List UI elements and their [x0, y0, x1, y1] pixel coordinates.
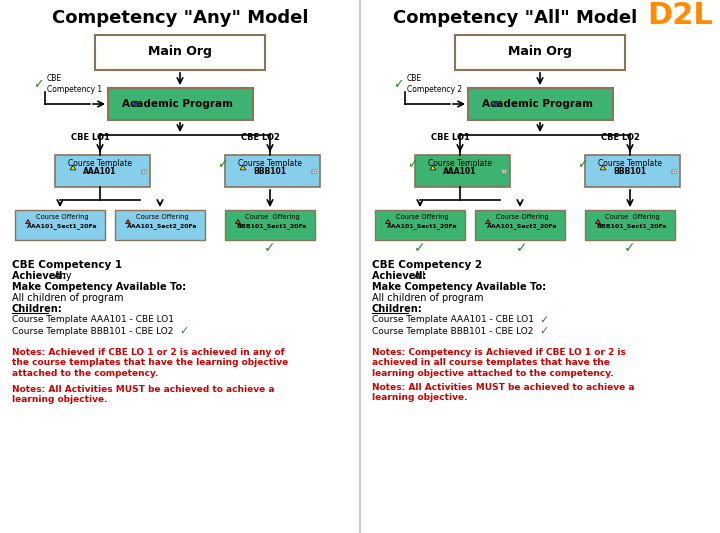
Text: CBE LO1: CBE LO1 [431, 133, 469, 142]
Text: AAA101_Sect1_20Fa: AAA101_Sect1_20Fa [387, 223, 457, 229]
Text: AAA101_Sect1_20Fa: AAA101_Sect1_20Fa [27, 223, 97, 229]
Text: All: All [414, 271, 426, 281]
Text: Academic Program: Academic Program [482, 99, 593, 109]
Text: Achieved:: Achieved: [12, 271, 70, 281]
Text: Make Competency Available To:: Make Competency Available To: [372, 282, 546, 292]
Text: Course Template: Course Template [428, 158, 492, 167]
Bar [140, 169, 145, 173]
Text: AAA101_Sect2_20Fa: AAA101_Sect2_20Fa [487, 223, 557, 229]
Polygon shape [25, 220, 30, 224]
Text: ✓: ✓ [407, 158, 418, 172]
Text: Course Template: Course Template [598, 158, 662, 167]
Text: Course Offering: Course Offering [396, 214, 449, 220]
Polygon shape [493, 101, 499, 106]
Bar [115, 210, 205, 240]
Text: CBE LO2: CBE LO2 [240, 133, 279, 142]
Polygon shape [431, 165, 436, 170]
Text: CBE Competency 2: CBE Competency 2 [372, 260, 482, 270]
Text: ✓: ✓ [392, 78, 403, 92]
Text: ✓: ✓ [414, 241, 426, 255]
Polygon shape [133, 101, 139, 106]
Bar [468, 88, 613, 120]
Text: ✓: ✓ [516, 241, 528, 255]
Bar [670, 169, 675, 173]
Text: ✓: ✓ [217, 158, 228, 172]
Text: CBE LO2: CBE LO2 [600, 133, 639, 142]
Text: Notes: Achieved if CBE LO 1 or 2 is achieved in any of
the course templates that: Notes: Achieved if CBE LO 1 or 2 is achi… [12, 348, 288, 378]
Bar [225, 155, 320, 187]
Text: Make Competency Available To:: Make Competency Available To: [12, 282, 186, 292]
Text: D2L: D2L [647, 2, 713, 30]
Text: Course Template BBB101 - CBE LO2: Course Template BBB101 - CBE LO2 [372, 327, 534, 335]
Bar [415, 155, 510, 187]
Text: Notes: All Activities MUST be achieved to achieve a
learning objective.: Notes: All Activities MUST be achieved t… [372, 383, 634, 402]
Polygon shape [600, 165, 606, 170]
Text: ✓: ✓ [577, 158, 588, 172]
Text: CBE LO1: CBE LO1 [71, 133, 109, 142]
Bar [108, 88, 253, 120]
Text: Main Org: Main Org [148, 45, 212, 59]
Text: Children:: Children: [12, 304, 63, 314]
Bar [585, 210, 675, 240]
Bar [95, 35, 265, 70]
Bar [455, 35, 625, 70]
Text: ✓: ✓ [624, 241, 636, 255]
Text: CBE
Competency 2: CBE Competency 2 [407, 74, 462, 94]
Polygon shape [125, 220, 130, 224]
Text: Course Template: Course Template [68, 158, 132, 167]
Text: Competency "All" Model: Competency "All" Model [393, 9, 637, 27]
Text: Competency "Any" Model: Competency "Any" Model [52, 9, 308, 27]
Text: CBE
Competency 1: CBE Competency 1 [47, 74, 102, 94]
Text: CBE Competency 1: CBE Competency 1 [12, 260, 122, 270]
Text: BBB101_Sect1_20Fa: BBB101_Sect1_20Fa [237, 223, 307, 229]
Text: Course  Offering: Course Offering [245, 214, 300, 220]
Text: ✓: ✓ [539, 315, 549, 325]
Text: BBB101: BBB101 [253, 167, 287, 176]
Polygon shape [240, 165, 246, 170]
Text: Course Offering: Course Offering [36, 214, 89, 220]
Text: AAA101: AAA101 [444, 167, 477, 176]
Text: ✓: ✓ [264, 241, 276, 255]
Bar [585, 155, 680, 187]
Bar [15, 210, 105, 240]
Text: Course Template BBB101 - CBE LO2: Course Template BBB101 - CBE LO2 [12, 327, 174, 335]
Text: ✓: ✓ [32, 78, 43, 92]
Text: Academic Program: Academic Program [122, 99, 233, 109]
Text: Notes: Competency is Achieved if CBE LO 1 or 2 is
achieved in all course templat: Notes: Competency is Achieved if CBE LO … [372, 348, 626, 378]
Polygon shape [71, 165, 76, 170]
Polygon shape [485, 220, 490, 224]
Text: ✓: ✓ [179, 326, 189, 336]
Bar [475, 210, 565, 240]
Text: Course Template AAA101 - CBE LO1: Course Template AAA101 - CBE LO1 [12, 316, 174, 325]
Bar [310, 169, 315, 173]
Text: Course Offering: Course Offering [495, 214, 549, 220]
Text: AAA101: AAA101 [84, 167, 117, 176]
Bar [500, 169, 505, 173]
Text: AAA101_Sect2_20Fa: AAA101_Sect2_20Fa [127, 223, 197, 229]
Text: Achieved:: Achieved: [372, 271, 430, 281]
Polygon shape [385, 220, 390, 224]
Text: Children:: Children: [372, 304, 423, 314]
Text: All children of program: All children of program [12, 293, 124, 303]
Text: All children of program: All children of program [372, 293, 484, 303]
Text: BBB101: BBB101 [613, 167, 647, 176]
Text: Course Template AAA101 - CBE LO1: Course Template AAA101 - CBE LO1 [372, 316, 534, 325]
Polygon shape [235, 220, 240, 224]
Text: ✓: ✓ [539, 326, 549, 336]
Text: BBB101_Sect1_20Fa: BBB101_Sect1_20Fa [597, 223, 667, 229]
Bar [55, 155, 150, 187]
Bar [225, 210, 315, 240]
Polygon shape [595, 220, 600, 224]
Text: Any: Any [54, 271, 73, 281]
Text: Course  Offering: Course Offering [605, 214, 660, 220]
Bar [375, 210, 465, 240]
Text: Course Offering: Course Offering [135, 214, 189, 220]
Text: Notes: All Activities MUST be achieved to achieve a
learning objective.: Notes: All Activities MUST be achieved t… [12, 385, 274, 405]
Text: Course Template: Course Template [238, 158, 302, 167]
Text: Main Org: Main Org [508, 45, 572, 59]
